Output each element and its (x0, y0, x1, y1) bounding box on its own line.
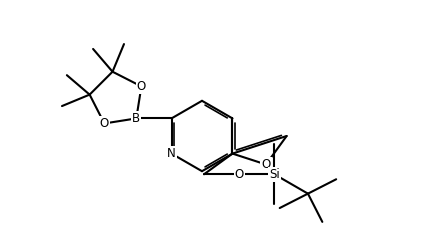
Text: Si: Si (269, 168, 280, 181)
Text: N: N (167, 147, 176, 160)
Text: O: O (100, 117, 109, 130)
Text: B: B (132, 112, 140, 125)
Text: O: O (137, 80, 146, 93)
Text: O: O (261, 158, 270, 171)
Text: O: O (235, 168, 244, 181)
